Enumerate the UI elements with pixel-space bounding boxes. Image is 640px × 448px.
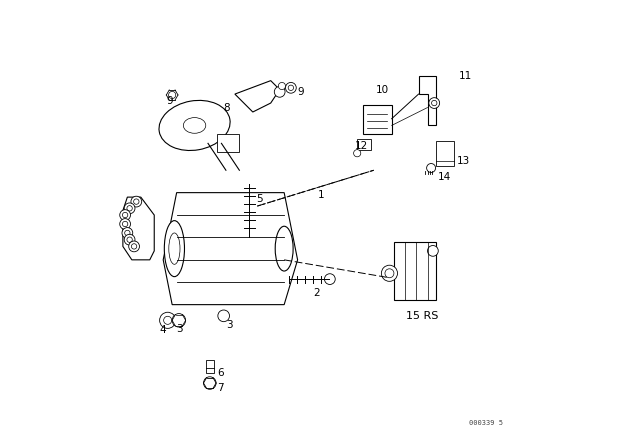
Bar [394, 242, 436, 300]
Circle shape [288, 85, 294, 90]
Circle shape [120, 210, 131, 220]
Text: 14: 14 [437, 172, 451, 182]
Circle shape [131, 196, 141, 207]
Circle shape [127, 237, 132, 242]
Circle shape [431, 100, 437, 106]
Text: 000339 5: 000339 5 [468, 420, 503, 426]
Text: 2: 2 [314, 289, 320, 298]
Circle shape [124, 203, 135, 214]
Text: 9: 9 [166, 96, 173, 106]
Circle shape [428, 246, 438, 256]
Text: 15 RS: 15 RS [406, 311, 439, 321]
Circle shape [124, 234, 135, 245]
Text: 6: 6 [217, 368, 223, 378]
Text: 3: 3 [226, 320, 232, 330]
Bar [362, 105, 392, 134]
Text: 5: 5 [257, 194, 263, 204]
Ellipse shape [275, 226, 293, 271]
Circle shape [218, 310, 230, 322]
Circle shape [204, 377, 216, 389]
Circle shape [172, 314, 186, 327]
Circle shape [125, 230, 130, 236]
Circle shape [129, 241, 140, 252]
Circle shape [285, 82, 296, 93]
Text: 9: 9 [298, 87, 304, 97]
Circle shape [278, 82, 285, 90]
Circle shape [127, 206, 132, 211]
Ellipse shape [184, 118, 206, 134]
Circle shape [168, 91, 176, 99]
Circle shape [324, 274, 335, 284]
Ellipse shape [159, 100, 230, 151]
Bar [357, 139, 371, 150]
Text: 1: 1 [317, 190, 324, 200]
Circle shape [122, 212, 128, 218]
Circle shape [122, 228, 132, 238]
Text: 3: 3 [176, 324, 182, 334]
Text: 13: 13 [457, 156, 470, 166]
Text: 7: 7 [217, 383, 223, 392]
Text: 11: 11 [459, 71, 472, 81]
Polygon shape [163, 193, 298, 305]
Text: 10: 10 [376, 85, 389, 95]
Ellipse shape [169, 233, 180, 264]
Bar [217, 134, 239, 152]
Circle shape [275, 86, 285, 97]
Polygon shape [419, 76, 436, 125]
Text: 12: 12 [355, 141, 368, 151]
Circle shape [429, 98, 440, 108]
Bar [436, 141, 454, 166]
Bar [206, 360, 214, 373]
Circle shape [120, 219, 131, 229]
Polygon shape [123, 197, 154, 260]
Polygon shape [235, 81, 280, 112]
Text: 4: 4 [159, 325, 166, 335]
Circle shape [159, 312, 176, 328]
Circle shape [381, 265, 397, 281]
Circle shape [164, 316, 172, 324]
Circle shape [134, 199, 139, 204]
Ellipse shape [164, 221, 184, 276]
Circle shape [353, 150, 361, 157]
Circle shape [385, 269, 394, 278]
Circle shape [122, 221, 128, 227]
Circle shape [427, 164, 436, 172]
Text: 8: 8 [223, 103, 229, 112]
Circle shape [131, 244, 137, 249]
